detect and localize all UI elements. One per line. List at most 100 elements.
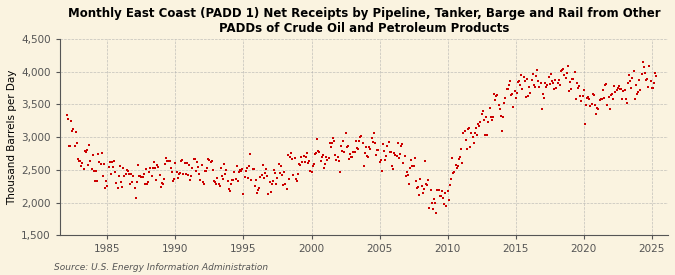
Point	[286, 151, 296, 155]
Point	[299, 160, 310, 164]
Point	[394, 156, 404, 160]
Point	[452, 166, 462, 170]
Point	[88, 169, 99, 174]
Point	[327, 141, 338, 145]
Point	[525, 91, 536, 96]
Point	[414, 192, 425, 197]
Point	[415, 177, 426, 181]
Point	[629, 97, 640, 101]
Point	[516, 73, 526, 77]
Point	[146, 174, 157, 179]
Point	[519, 79, 530, 83]
Point	[456, 147, 466, 151]
Point	[269, 167, 279, 172]
Point	[190, 169, 201, 174]
Point	[242, 166, 252, 170]
Point	[565, 80, 576, 84]
Point	[337, 148, 348, 153]
Point	[300, 155, 311, 159]
Point	[560, 75, 571, 80]
Point	[345, 152, 356, 156]
Point	[487, 115, 498, 119]
Point	[465, 145, 476, 149]
Point	[237, 167, 248, 172]
Point	[63, 144, 74, 148]
Point	[163, 158, 174, 163]
Point	[618, 89, 629, 93]
Point	[333, 158, 344, 163]
Point	[162, 159, 173, 163]
Point	[540, 81, 551, 86]
Point	[512, 80, 523, 84]
Point	[484, 106, 495, 110]
Point	[356, 134, 367, 138]
Point	[264, 180, 275, 185]
Point	[278, 183, 289, 187]
Point	[552, 81, 563, 85]
Point	[442, 189, 453, 193]
Point	[418, 186, 429, 191]
Point	[207, 159, 217, 163]
Point	[62, 117, 73, 121]
Point	[427, 201, 437, 205]
Point	[558, 67, 568, 71]
Point	[184, 163, 194, 167]
Point	[148, 160, 159, 165]
Point	[400, 174, 411, 178]
Point	[551, 86, 562, 91]
Point	[253, 188, 264, 192]
Point	[620, 97, 631, 101]
Point	[124, 171, 134, 176]
Point	[600, 82, 611, 87]
Point	[150, 166, 161, 170]
Point	[380, 157, 391, 162]
Point	[235, 167, 246, 172]
Point	[406, 158, 416, 163]
Point	[626, 86, 637, 90]
Point	[154, 172, 165, 177]
Point	[610, 90, 621, 94]
Point	[572, 86, 583, 91]
Point	[320, 162, 331, 166]
Point	[132, 180, 142, 184]
Point	[100, 185, 111, 190]
Point	[284, 177, 294, 181]
Point	[228, 178, 239, 182]
Point	[382, 144, 393, 148]
Point	[315, 158, 326, 163]
Point	[67, 129, 78, 133]
Point	[642, 77, 653, 81]
Point	[556, 69, 566, 73]
Point	[173, 172, 184, 177]
Point	[223, 186, 234, 191]
Point	[369, 131, 379, 135]
Point	[490, 98, 501, 102]
Point	[577, 94, 588, 98]
Point	[110, 170, 121, 174]
Point	[407, 164, 418, 169]
Point	[239, 174, 250, 179]
Point	[534, 84, 545, 89]
Point	[443, 198, 454, 202]
Point	[467, 135, 478, 139]
Point	[281, 187, 292, 192]
Point	[612, 86, 623, 90]
Point	[494, 107, 505, 111]
Point	[650, 71, 661, 76]
Point	[592, 106, 603, 111]
Point	[512, 91, 522, 95]
Point	[529, 85, 540, 89]
Point	[505, 78, 516, 83]
Point	[331, 158, 342, 162]
Point	[305, 169, 316, 173]
Point	[639, 65, 649, 70]
Point	[65, 144, 76, 148]
Point	[595, 97, 606, 101]
Point	[373, 148, 384, 153]
Point	[347, 155, 358, 159]
Point	[182, 173, 193, 178]
Point	[549, 87, 560, 91]
Point	[385, 150, 396, 154]
Point	[462, 147, 472, 151]
Point	[544, 81, 555, 86]
